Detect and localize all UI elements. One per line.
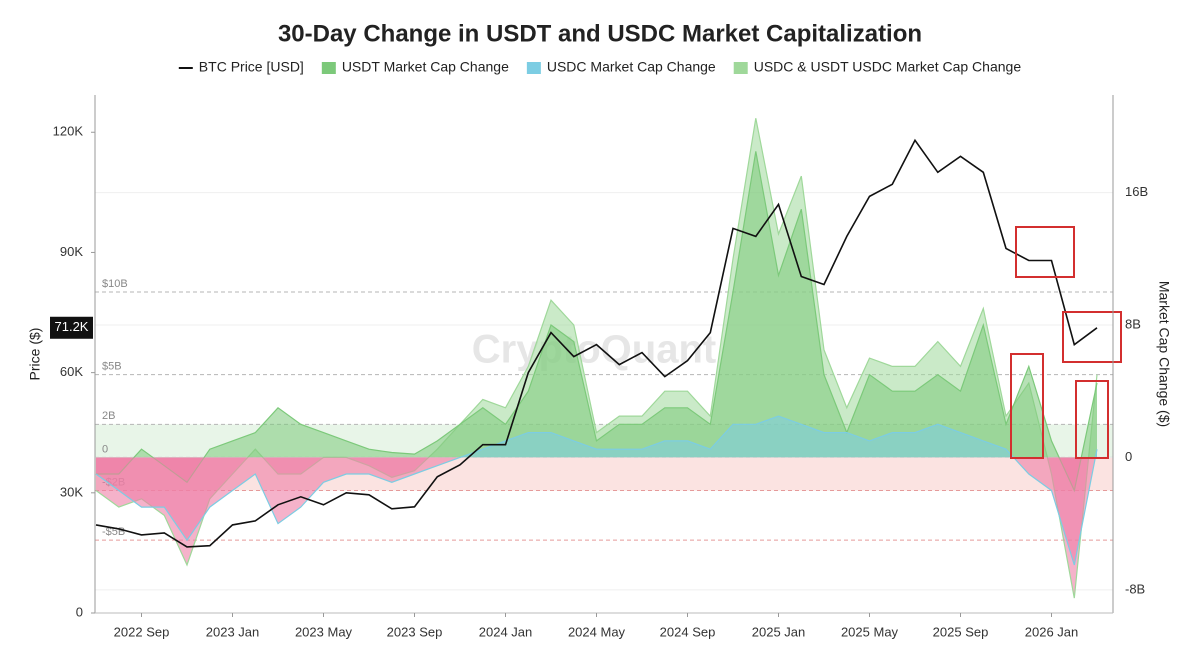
- highlight-boxes: [1010, 226, 1122, 459]
- x-tick-label: 2025 Sep: [933, 624, 989, 639]
- legend-swatch: [733, 62, 748, 74]
- legend-label: BTC Price [USD]: [199, 59, 304, 75]
- y2-tick-label: 16B: [1125, 184, 1148, 199]
- area-negative: [96, 457, 1097, 565]
- x-tick-label: 2023 Sep: [387, 624, 443, 639]
- legend: BTC Price [USD] USDT Market Cap Change USD…: [178, 59, 1022, 75]
- reference-label: 0: [102, 443, 108, 455]
- price-line: [95, 138, 1098, 548]
- highlight-box: [1062, 311, 1122, 363]
- watermark: CryptoQuant: [472, 328, 716, 372]
- y-tick-label: 60K: [60, 364, 83, 379]
- x-tick-label: 2025 Jan: [752, 624, 806, 639]
- area-line: [96, 151, 1098, 493]
- y2-tick-label: 0: [1125, 449, 1132, 464]
- x-tick-label: 2025 May: [841, 624, 899, 639]
- reference-label: $10B: [102, 278, 128, 290]
- legend-item: USDT Market Cap Change: [321, 59, 509, 75]
- y2-axis-label: Market Cap Change ($): [1156, 281, 1172, 427]
- highlight-box: [1015, 226, 1075, 278]
- reference-label: 2B: [102, 410, 115, 422]
- area-line: [95, 415, 1098, 566]
- legend-item: USDC Market Cap Change: [526, 59, 716, 75]
- x-tick-label: 2023 Jan: [206, 624, 260, 639]
- y-axis-label: Price ($): [27, 328, 43, 381]
- y-tick-label: 0: [76, 604, 83, 619]
- reference-label: $5B: [102, 361, 122, 373]
- y-tick-label: 30K: [60, 484, 83, 499]
- legend-item: BTC Price [USD]: [178, 59, 304, 75]
- y-tick-label: 90K: [60, 244, 83, 259]
- area-positive: [247, 118, 1097, 458]
- highlight-box: [1075, 380, 1109, 459]
- legend-swatch: [526, 62, 541, 74]
- legend-label: USDC & USDT USDC Market Cap Change: [754, 59, 1022, 75]
- legend-item: USDC & USDT USDC Market Cap Change: [733, 59, 1022, 75]
- legend-label: USDC Market Cap Change: [547, 59, 716, 75]
- x-tick-label: 2024 Jan: [479, 624, 533, 639]
- current-price-label: 71.2K: [55, 319, 89, 334]
- y2-tick-label: 8B: [1125, 316, 1141, 331]
- x-tick-label: 2023 May: [295, 624, 353, 639]
- chart-title: 30-Day Change in USDT and USDC Market Ca…: [278, 20, 922, 47]
- x-tick-label: 2026 Jan: [1025, 624, 1079, 639]
- current-price-badge: [50, 316, 93, 339]
- x-tick-label: 2024 May: [568, 624, 626, 639]
- legend-swatch: [321, 62, 336, 74]
- x-tick-label: 2024 Sep: [660, 624, 716, 639]
- legend-label: USDT Market Cap Change: [342, 59, 509, 75]
- area-positive: [460, 416, 1097, 458]
- y2-tick-label: -8B: [1125, 581, 1145, 596]
- y-tick-label: 120K: [53, 124, 84, 139]
- area-positive: [133, 151, 1097, 458]
- highlight-box: [1010, 353, 1044, 459]
- x-tick-label: 2022 Sep: [114, 624, 170, 639]
